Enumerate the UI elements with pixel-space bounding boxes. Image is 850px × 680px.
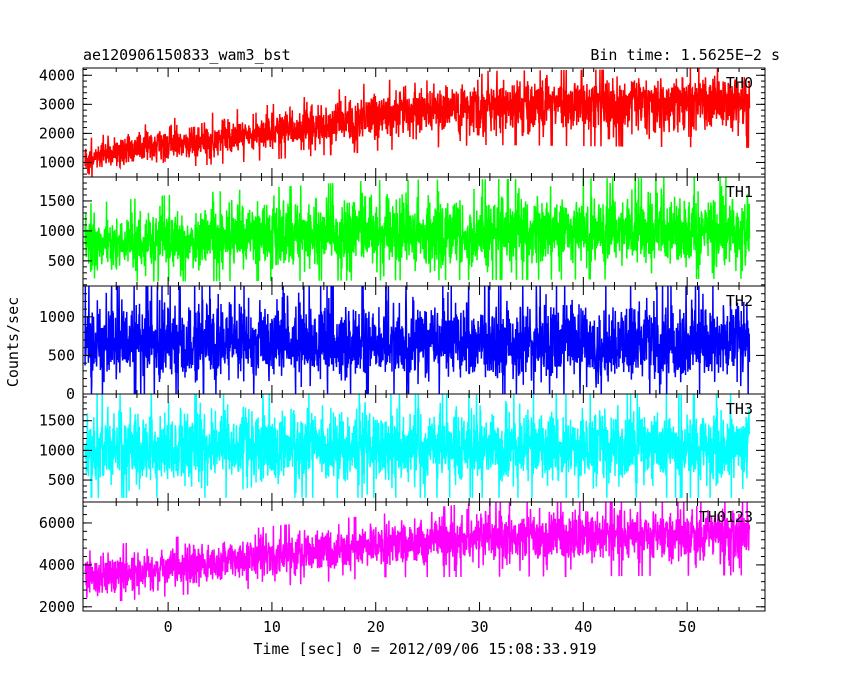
y-tick-label: 500 [48,346,75,364]
y-tick-label: 2000 [39,124,75,142]
chart-title-right: Bin time: 1.5625E−2 s [590,46,780,64]
panel-th0: 1000 2000 3000 4000 TH0 [39,66,766,178]
panel-th1: 500 1000 1500 TH1 [39,176,766,287]
panel-th2: 0 500 1000 TH2 [39,285,766,403]
series-line-th3 [84,394,751,498]
x-tick-label: 20 [367,618,385,636]
panel-th0123: 2000 4000 6000 TH0123 [39,501,766,616]
x-axis-label: Time [sec] 0 = 2012/09/06 15:08:33.919 [253,640,596,658]
series-label-th0: TH0 [726,74,753,92]
series-line-th2 [84,286,751,394]
x-tick-label: 0 [164,618,173,636]
x-tick-label: 40 [574,618,592,636]
y-tick-label: 4000 [39,66,75,84]
series-label-th0123: TH0123 [699,508,753,526]
chart-title-left: ae120906150833_wam3_bst [83,46,291,64]
panels: 1000 2000 3000 4000 TH0 500 1000 1500 TH1 0 500 100… [39,66,766,616]
y-tick-label: 1500 [39,192,75,210]
series-label-th2: TH2 [726,292,753,310]
y-tick-label: 1000 [39,222,75,240]
series-label-th3: TH3 [726,400,753,418]
y-tick-label: 1000 [39,153,75,171]
y-axis-label: Counts/sec [4,297,22,387]
panel-th3: 500 1000 1500 TH3 [39,393,766,503]
y-tick-label: 500 [48,252,75,270]
x-tick-label: 50 [678,618,696,636]
y-tick-label: 1500 [39,412,75,430]
series-line-th1 [84,177,751,282]
y-tick-label: 1000 [39,308,75,326]
series-line-th0123 [84,502,751,602]
series-label-th1: TH1 [726,183,753,201]
y-tick-label: 500 [48,471,75,489]
series-line-th0 [84,68,751,177]
x-tick-label: 30 [471,618,489,636]
y-tick-label: 2000 [39,598,75,616]
y-tick-label: 1000 [39,441,75,459]
y-tick-label: 6000 [39,514,75,532]
y-tick-label: 4000 [39,556,75,574]
y-tick-label: 0 [66,385,75,403]
y-tick-label: 3000 [39,95,75,113]
x-axis: 0 10 20 30 40 50 [164,618,697,636]
panel-frame [82,67,766,178]
x-tick-label: 10 [263,618,281,636]
